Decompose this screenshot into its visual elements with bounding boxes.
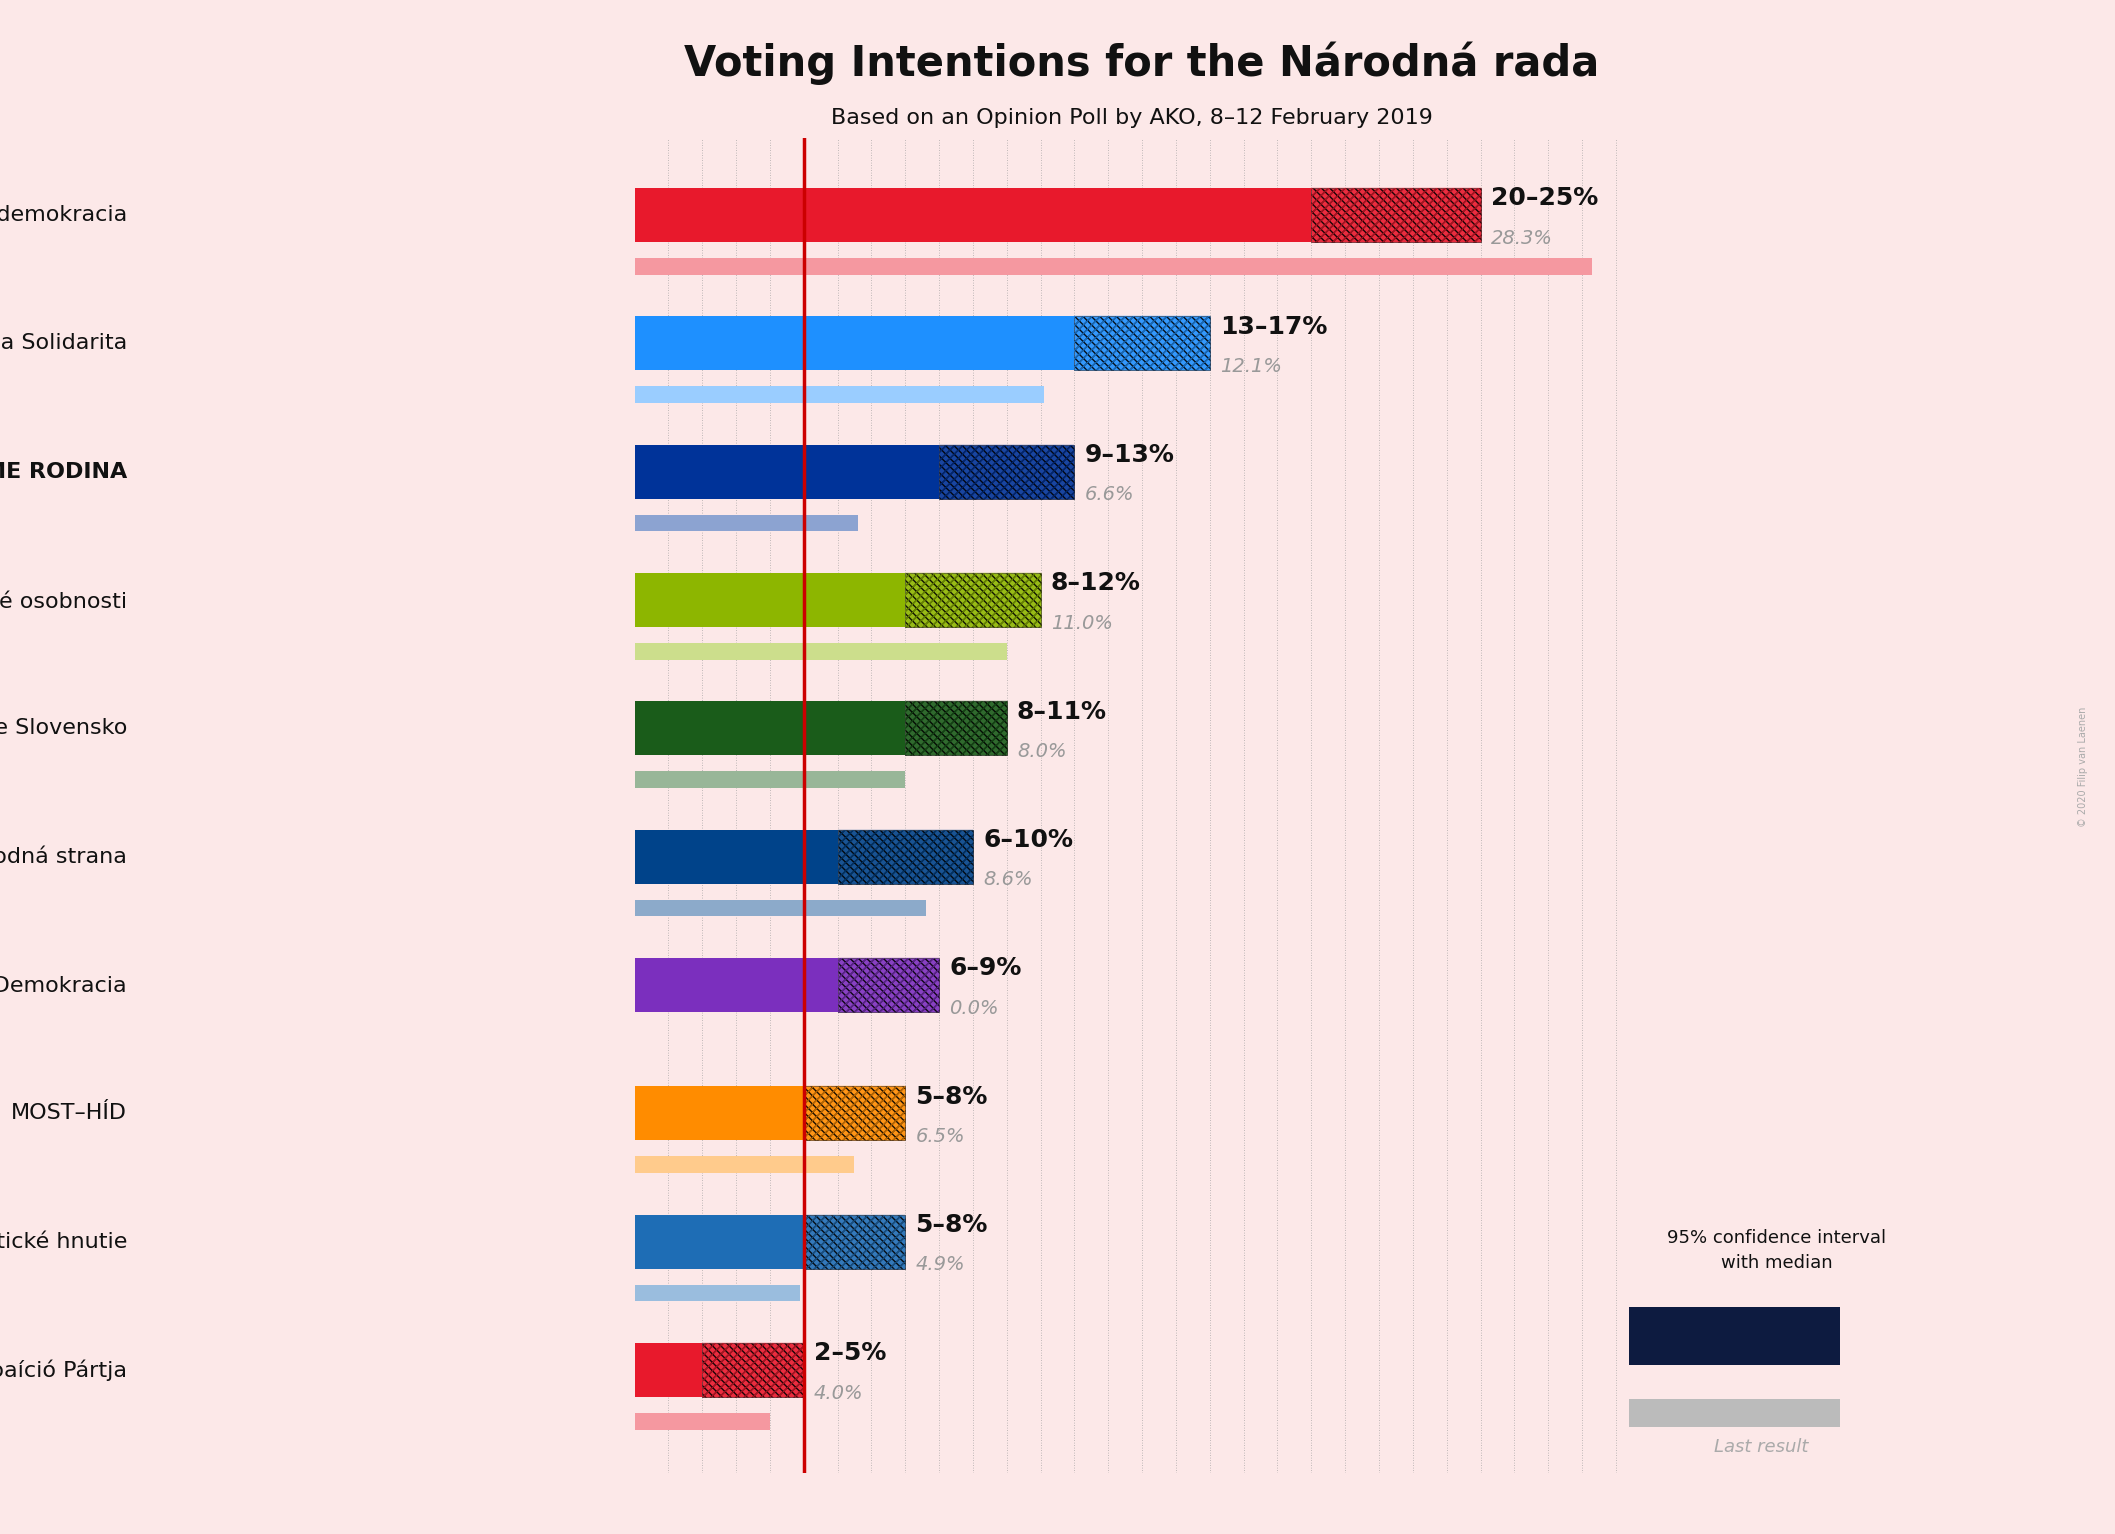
Bar: [634, 258, 1593, 275]
Bar: [1734, 1307, 1840, 1365]
Bar: [1311, 189, 1480, 242]
Text: 6.6%: 6.6%: [1085, 485, 1134, 505]
Bar: [634, 643, 1007, 660]
Bar: [1629, 1307, 1734, 1365]
Text: OBYČAJNÍ ĽUDIA a nezávislé osobnosti: OBYČAJNÍ ĽUDIA a nezávislé osobnosti: [0, 588, 127, 612]
Text: 20–25%: 20–25%: [1491, 186, 1599, 210]
Text: 4.9%: 4.9%: [916, 1255, 964, 1275]
Bar: [804, 1215, 905, 1269]
Bar: [634, 189, 1311, 242]
Text: 6–10%: 6–10%: [983, 828, 1072, 851]
Bar: [702, 1344, 804, 1397]
Bar: [702, 1344, 804, 1397]
Bar: [634, 701, 905, 755]
Bar: [804, 1086, 905, 1140]
Text: Kotleba–Ľudová strana Naše Slovensko: Kotleba–Ľudová strana Naše Slovensko: [0, 718, 127, 738]
Bar: [838, 830, 973, 884]
Text: 0.0%: 0.0%: [950, 999, 998, 1017]
Bar: [634, 1157, 854, 1174]
Bar: [634, 959, 838, 1012]
Bar: [634, 515, 859, 531]
Text: 28.3%: 28.3%: [1491, 229, 1552, 247]
Text: 8–11%: 8–11%: [1017, 700, 1106, 724]
Bar: [939, 445, 1074, 499]
Bar: [634, 574, 905, 627]
Text: 8.0%: 8.0%: [1017, 742, 1066, 761]
Bar: [905, 574, 1041, 627]
Text: Based on an Opinion Poll by AKO, 8–12 February 2019: Based on an Opinion Poll by AKO, 8–12 Fe…: [831, 107, 1432, 129]
Bar: [1074, 316, 1210, 370]
Text: Progresívne Slovensko–SPOLU–Občianska Demokracia: Progresívne Slovensko–SPOLU–Občianska De…: [0, 974, 127, 996]
Text: Last result: Last result: [1713, 1437, 1808, 1456]
Bar: [634, 445, 939, 499]
Bar: [838, 830, 973, 884]
Text: 11.0%: 11.0%: [1051, 614, 1112, 632]
Text: 4.0%: 4.0%: [814, 1384, 863, 1402]
Text: 95% confidence interval
with median: 95% confidence interval with median: [1667, 1229, 1887, 1272]
Bar: [634, 1413, 770, 1430]
Bar: [838, 959, 939, 1012]
Text: 2–5%: 2–5%: [814, 1341, 886, 1365]
Text: 8.6%: 8.6%: [983, 870, 1032, 890]
Bar: [634, 1344, 702, 1397]
Bar: [634, 1284, 799, 1301]
Text: 6–9%: 6–9%: [950, 956, 1022, 980]
Bar: [634, 316, 1074, 370]
Text: 13–17%: 13–17%: [1220, 314, 1328, 339]
Bar: [905, 701, 1007, 755]
Text: MOST–HÍD: MOST–HÍD: [11, 1103, 127, 1123]
Bar: [634, 830, 838, 884]
Text: SME RODINA: SME RODINA: [0, 462, 127, 482]
Text: 5–8%: 5–8%: [916, 1085, 988, 1109]
Text: SMER–sociálna demokracia: SMER–sociálna demokracia: [0, 206, 127, 225]
Text: 9–13%: 9–13%: [1085, 443, 1174, 466]
Bar: [804, 1215, 905, 1269]
Text: 5–8%: 5–8%: [916, 1213, 988, 1236]
Text: 6.5%: 6.5%: [916, 1127, 964, 1146]
Bar: [939, 445, 1074, 499]
Title: Voting Intentions for the Národná rada: Voting Intentions for the Národná rada: [685, 41, 1599, 84]
Bar: [1734, 1307, 1840, 1365]
Text: Strana maďiarskej koaície–Magyar Koaíció Pártja: Strana maďiarskej koaície–Magyar Koaíció…: [0, 1359, 127, 1381]
Bar: [905, 574, 1041, 627]
Text: 12.1%: 12.1%: [1220, 357, 1282, 376]
Text: Kresťanskodemokratické hnutie: Kresťanskodemokratické hnutie: [0, 1232, 127, 1252]
Bar: [838, 959, 939, 1012]
Bar: [1074, 316, 1210, 370]
Text: Slovenská národná strana: Slovenská národná strana: [0, 847, 127, 867]
Bar: [804, 1086, 905, 1140]
Bar: [634, 1215, 804, 1269]
Bar: [634, 387, 1045, 403]
Text: 8–12%: 8–12%: [1051, 571, 1140, 595]
Bar: [1311, 189, 1480, 242]
Bar: [634, 772, 905, 788]
Text: Sloboda a Solidarita: Sloboda a Solidarita: [0, 333, 127, 353]
Bar: [634, 899, 926, 916]
Bar: [634, 1086, 804, 1140]
Bar: [905, 701, 1007, 755]
Text: © 2020 Filip van Laenen: © 2020 Filip van Laenen: [2079, 707, 2088, 827]
